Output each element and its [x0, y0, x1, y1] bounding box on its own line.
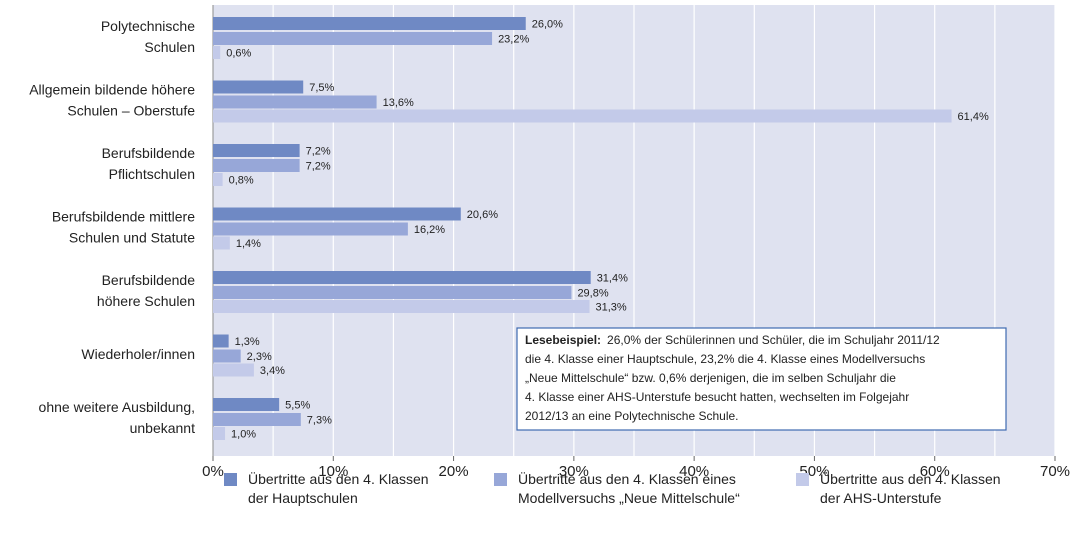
- category-label: Allgemein bildende höhere: [29, 82, 195, 98]
- value-label: 2,3%: [247, 351, 272, 363]
- annotation-line: „Neue Mittelschule“ bzw. 0,6% derjenigen…: [525, 371, 896, 385]
- value-label: 7,5%: [309, 82, 334, 94]
- x-tick-label: 70%: [1040, 463, 1070, 480]
- x-tick-label: 0%: [202, 463, 224, 480]
- value-label: 26,0%: [532, 18, 563, 30]
- x-tick-label: 30%: [559, 463, 589, 480]
- bar: [213, 413, 301, 426]
- annotation-line: 26,0% der Schülerinnen und Schüler, die …: [607, 333, 940, 347]
- legend-label: Übertritte aus den 4. Klassen der AHS-Un…: [820, 471, 1001, 506]
- value-label: 7,2%: [306, 160, 331, 172]
- legend-swatch: [796, 473, 809, 486]
- bar: [213, 159, 300, 172]
- bar: [213, 300, 590, 313]
- value-label: 16,2%: [414, 224, 445, 236]
- value-label: 0,6%: [226, 47, 251, 59]
- bar: [213, 398, 280, 411]
- category-label: Wiederholer/innen: [81, 346, 195, 362]
- bar: [213, 349, 241, 363]
- annotation-text: Lesebeispiel: 26,0% der Schülerinnen und …: [525, 333, 940, 347]
- category-label: Schulen – Oberstufe: [67, 103, 195, 119]
- bar: [213, 32, 493, 45]
- bar: [213, 46, 221, 59]
- category-label: Berufsbildende: [102, 272, 196, 288]
- value-label: 3,4%: [260, 365, 285, 377]
- value-label: 7,3%: [307, 414, 332, 426]
- category-label: Berufsbildende mittlere: [52, 209, 195, 225]
- legend-item: Übertritte aus den 4. Klassen der Haupts…: [224, 470, 448, 508]
- bar: [213, 80, 304, 94]
- value-label: 0,8%: [229, 174, 254, 186]
- bar: [213, 207, 461, 221]
- value-label: 31,4%: [597, 272, 628, 284]
- legend-swatch: [494, 473, 507, 486]
- x-tick-label: 20%: [439, 463, 469, 480]
- bar: [213, 95, 377, 109]
- category-label: Berufsbildende: [102, 145, 196, 161]
- bar: [213, 363, 254, 377]
- annotation-line: die 4. Klasse einer Hauptschule, 23,2% d…: [525, 352, 925, 366]
- value-label: 23,2%: [498, 33, 529, 45]
- annotation-label: Lesebeispiel:: [525, 333, 601, 347]
- x-tick-label: 10%: [318, 463, 348, 480]
- legend-item: Übertritte aus den 4. Klassen eines Mode…: [494, 470, 773, 508]
- bar: [213, 427, 226, 440]
- category-label: höhere Schulen: [97, 293, 195, 309]
- bar: [213, 222, 408, 236]
- legend-label: Übertritte aus den 4. Klassen eines Mode…: [518, 471, 740, 506]
- category-label: Polytechnische: [101, 18, 195, 34]
- category-label: Schulen: [144, 39, 195, 55]
- bar: [213, 144, 300, 157]
- category-label: Pflichtschulen: [109, 166, 195, 182]
- legend-swatch: [224, 473, 237, 486]
- annotation-line: 2012/13 an eine Polytechnische Schule.: [525, 409, 739, 423]
- bar: [213, 334, 229, 348]
- legend-item: Übertritte aus den 4. Klassen der AHS-Un…: [796, 470, 1020, 508]
- x-tick-label: 60%: [920, 463, 950, 480]
- category-label: ohne weitere Ausbildung,: [39, 399, 195, 415]
- value-label: 29,8%: [577, 287, 608, 299]
- bar: [213, 109, 952, 123]
- annotation-line: 4. Klasse einer AHS-Unterstufe besucht h…: [525, 390, 909, 404]
- value-label: 20,6%: [467, 209, 498, 221]
- x-tick-label: 40%: [679, 463, 709, 480]
- value-label: 7,2%: [306, 145, 331, 157]
- bar: [213, 271, 591, 284]
- bar: [213, 17, 526, 30]
- value-label: 5,5%: [285, 399, 310, 411]
- value-label: 13,6%: [383, 97, 414, 109]
- value-label: 61,4%: [958, 111, 989, 123]
- annotation-box: [516, 327, 1007, 431]
- bar: [213, 173, 223, 186]
- bar: [213, 236, 230, 250]
- category-label: Schulen und Statute: [69, 230, 195, 246]
- legend-label: Übertritte aus den 4. Klassen der Haupts…: [248, 471, 429, 506]
- value-label: 31,3%: [595, 301, 626, 313]
- category-label: unbekannt: [130, 420, 196, 436]
- value-label: 1,0%: [231, 428, 256, 440]
- value-label: 1,3%: [235, 336, 260, 348]
- bar: [213, 286, 572, 299]
- value-label: 1,4%: [236, 238, 261, 250]
